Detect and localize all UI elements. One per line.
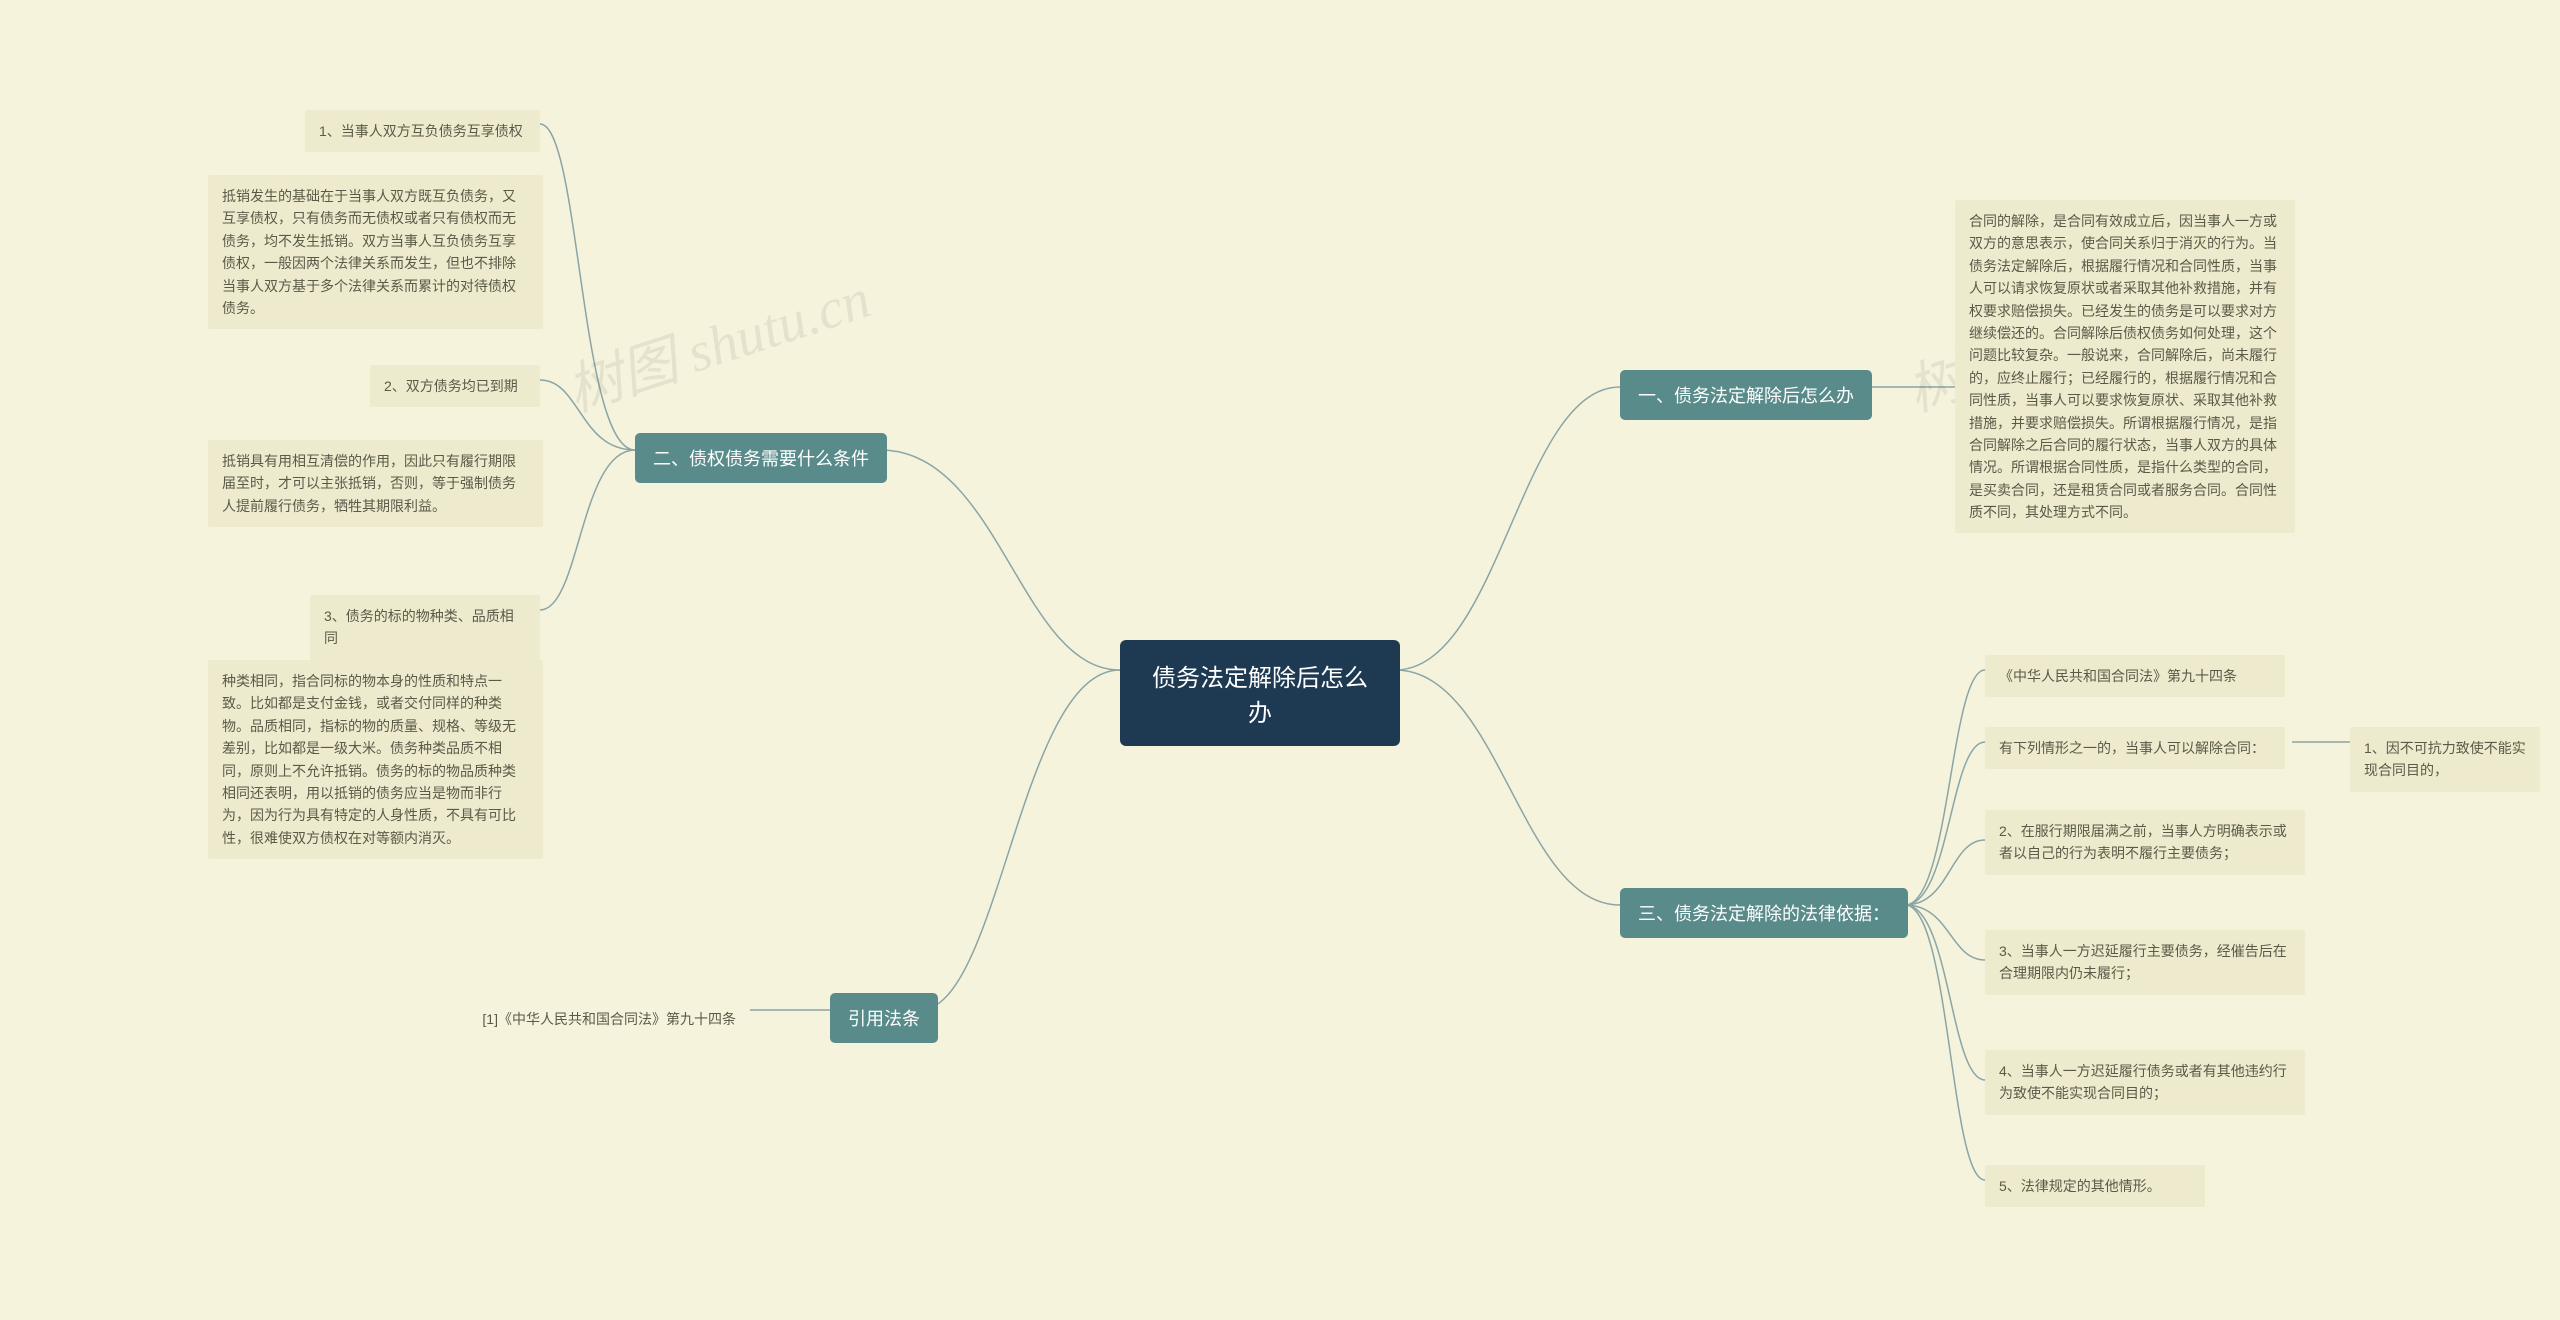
branch-3-label: 三、债务法定解除的法律依据： <box>1638 904 1890 924</box>
root-node[interactable]: 债务法定解除后怎么办 <box>1120 640 1400 746</box>
root-label: 债务法定解除后怎么办 <box>1152 665 1368 727</box>
branch-ref[interactable]: 引用法条 <box>830 993 938 1043</box>
branch-2-c-body: 种类相同，指合同标的物本身的性质和特点一致。比如都是支付金钱，或者交付同样的种类… <box>208 660 543 859</box>
branch-3-item-b-sub: 1、因不可抗力致使不能实现合同目的， <box>2350 727 2540 792</box>
branch-2-b-body: 抵销具有用相互清偿的作用，因此只有履行期限届至时，才可以主张抵销，否则，等于强制… <box>208 440 543 527</box>
branch-3[interactable]: 三、债务法定解除的法律依据： <box>1620 888 1908 938</box>
branch-2-b-title: 2、双方债务均已到期 <box>370 365 540 407</box>
watermark-1: 树图 shutu.cn <box>555 253 879 427</box>
branch-ref-label: 引用法条 <box>848 1009 920 1029</box>
branch-2-label: 二、债权债务需要什么条件 <box>653 449 869 469</box>
branch-3-item-d: 3、当事人一方迟延履行主要债务，经催告后在合理期限内仍未履行； <box>1985 930 2305 995</box>
branch-3-item-c: 2、在服行期限届满之前，当事人方明确表示或者以自己的行为表明不履行主要债务； <box>1985 810 2305 875</box>
branch-1[interactable]: 一、债务法定解除后怎么办 <box>1620 370 1872 420</box>
branch-2-a-body: 抵销发生的基础在于当事人双方既互负债务，又互享债权，只有债务而无债权或者只有债权… <box>208 175 543 329</box>
branch-1-label: 一、债务法定解除后怎么办 <box>1638 386 1854 406</box>
branch-3-item-b: 有下列情形之一的，当事人可以解除合同： <box>1985 727 2285 769</box>
branch-2-c-title: 3、债务的标的物种类、品质相同 <box>310 595 540 660</box>
branch-2[interactable]: 二、债权债务需要什么条件 <box>635 433 887 483</box>
branch-2-a-title: 1、当事人双方互负债务互享债权 <box>305 110 540 152</box>
branch-ref-item: [1]《中华人民共和国合同法》第九十四条 <box>440 998 750 1040</box>
branch-1-body: 合同的解除，是合同有效成立后，因当事人一方或双方的意思表示，使合同关系归于消灭的… <box>1955 200 2295 533</box>
branch-3-item-a: 《中华人民共和国合同法》第九十四条 <box>1985 655 2285 697</box>
branch-3-item-e: 4、当事人一方迟延履行债务或者有其他违约行为致使不能实现合同目的； <box>1985 1050 2305 1115</box>
branch-3-item-f: 5、法律规定的其他情形。 <box>1985 1165 2205 1207</box>
